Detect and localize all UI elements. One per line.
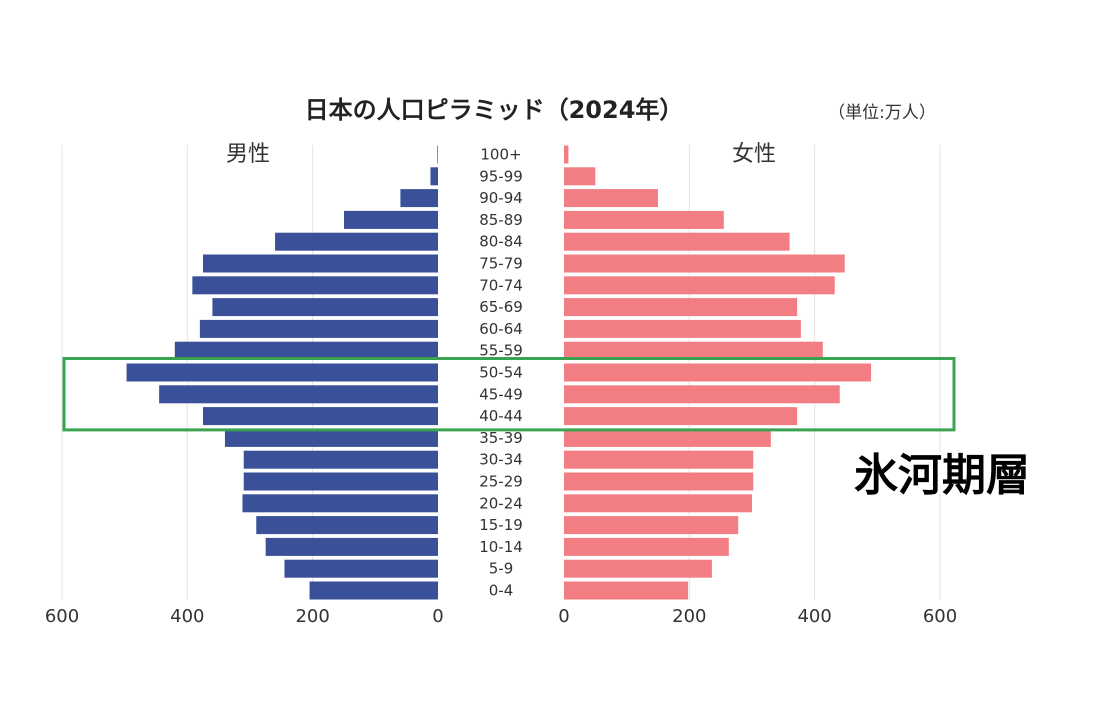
bar-female-5-9 (564, 559, 712, 578)
tick-right-400: 400 (797, 606, 831, 627)
age-labels: 100+ 95-99 90-94 85-89 80-84 75-79 70-74 65-69 6… (479, 146, 523, 600)
highlight-box (62, 357, 956, 432)
female-label: 女性 (732, 142, 776, 167)
age-label-90-94: 90-94 (479, 189, 523, 207)
bar-female-80-84 (564, 232, 790, 251)
bar-female-55-59 (564, 341, 823, 360)
bar-female-95-99 (564, 167, 596, 186)
bar-male-20-24 (242, 494, 438, 513)
age-label-45-49: 45-49 (479, 385, 523, 403)
age-label-25-29: 25-29 (479, 473, 523, 491)
bar-female-10-14 (564, 537, 729, 556)
age-label-35-39: 35-39 (479, 429, 523, 447)
bar-male-75-79 (203, 254, 438, 273)
bar-female-25-29 (564, 472, 754, 491)
tick-left-200: 200 (295, 606, 329, 627)
bar-male-10-14 (265, 537, 438, 556)
bar-female-20-24 (564, 494, 752, 513)
age-label-50-54: 50-54 (479, 364, 523, 382)
bar-male-45-49 (159, 385, 438, 404)
bar-female-85-89 (564, 210, 724, 229)
bar-female-75-79 (564, 254, 845, 273)
age-label-75-79: 75-79 (479, 255, 523, 273)
bar-female-100+ (564, 145, 569, 164)
bar-male-30-34 (243, 450, 438, 469)
bar-male-100+ (437, 145, 438, 164)
male-label: 男性 (226, 142, 270, 167)
age-label-10-14: 10-14 (479, 538, 523, 556)
bar-male-60-64 (199, 319, 438, 338)
tick-right-0: 0 (558, 606, 569, 627)
tick-right-200: 200 (672, 606, 706, 627)
bar-male-5-9 (284, 559, 438, 578)
age-label-5-9: 5-9 (489, 560, 514, 578)
bar-male-90-94 (400, 189, 438, 208)
bar-male-80-84 (275, 232, 438, 251)
age-label-30-34: 30-34 (479, 451, 523, 469)
tick-left-600: 600 (45, 606, 79, 627)
unit-note: （単位:万人） (828, 103, 936, 123)
age-label-80-84: 80-84 (479, 233, 523, 251)
tick-right-600: 600 (923, 606, 957, 627)
bar-female-60-64 (564, 319, 801, 338)
bar-male-70-74 (192, 276, 438, 295)
age-label-40-44: 40-44 (479, 407, 523, 425)
bar-female-45-49 (564, 385, 840, 404)
bar-female-30-34 (564, 450, 754, 469)
tick-left-0: 0 (432, 606, 443, 627)
bar-male-35-39 (224, 428, 438, 447)
bar-female-35-39 (564, 428, 771, 447)
age-label-100+: 100+ (480, 146, 521, 164)
highlight-annotation: 氷河期層 (854, 450, 1030, 501)
bar-female-65-69 (564, 298, 798, 317)
bar-male-50-54 (126, 363, 439, 382)
bar-female-40-44 (564, 407, 798, 426)
bar-male-65-69 (212, 298, 438, 317)
bar-female-0-4 (564, 581, 689, 600)
age-label-65-69: 65-69 (479, 298, 523, 316)
bar-female-15-19 (564, 516, 739, 535)
age-label-70-74: 70-74 (479, 276, 523, 294)
axis-ticks: 600 400 200 0 0 200 400 600 (45, 606, 957, 627)
age-label-95-99: 95-99 (479, 167, 523, 185)
chart-title: 日本の人口ピラミッド（2024年） (305, 96, 684, 124)
age-label-0-4: 0-4 (489, 582, 514, 600)
bar-male-15-19 (256, 516, 438, 535)
tick-left-400: 400 (170, 606, 204, 627)
age-label-55-59: 55-59 (479, 342, 523, 360)
age-label-60-64: 60-64 (479, 320, 523, 338)
bar-male-40-44 (203, 407, 438, 426)
bar-female-90-94 (564, 189, 658, 208)
bar-male-25-29 (243, 472, 438, 491)
bar-female-70-74 (564, 276, 835, 295)
bar-male-85-89 (344, 210, 438, 229)
bar-male-0-4 (309, 581, 438, 600)
bar-male-95-99 (430, 167, 438, 186)
age-label-85-89: 85-89 (479, 211, 523, 229)
bar-female-50-54 (564, 363, 872, 382)
bars-group (126, 145, 872, 600)
bar-male-55-59 (174, 341, 439, 360)
age-label-20-24: 20-24 (479, 494, 523, 512)
age-label-15-19: 15-19 (479, 516, 523, 534)
